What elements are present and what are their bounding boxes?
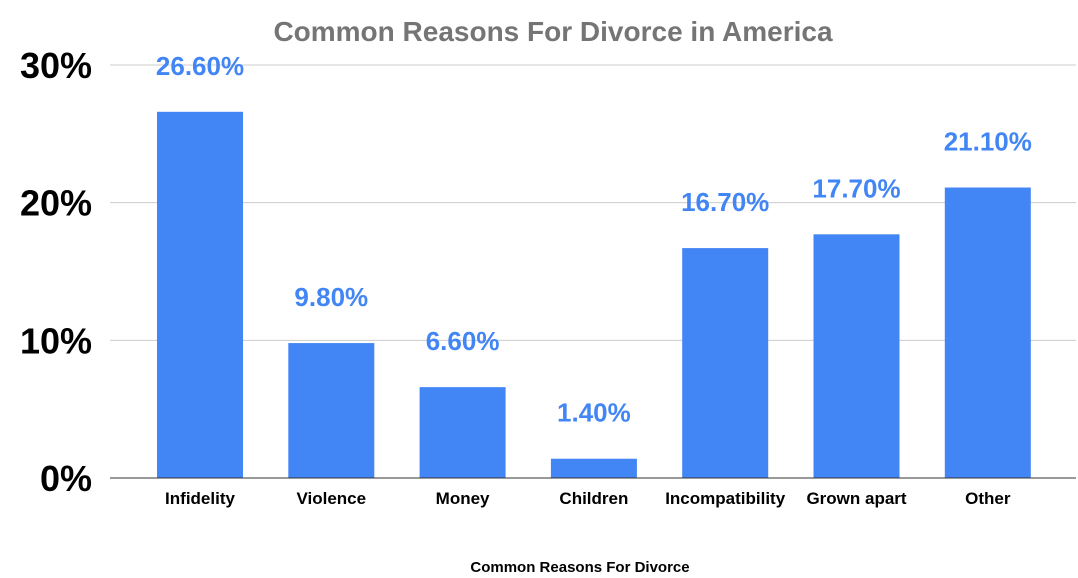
y-tick-label: 30% [20, 45, 92, 86]
bar [682, 248, 769, 478]
x-axis-tick-labels: Infidelity Violence Money Children Incompati… [165, 489, 1011, 508]
x-tick-label: Incompatibility [665, 489, 786, 508]
y-tick-label: 0% [40, 458, 92, 499]
x-tick-label: Money [436, 489, 490, 508]
y-tick-label: 10% [20, 320, 92, 361]
x-tick-label: Children [559, 489, 628, 508]
y-tick-label: 20% [20, 183, 92, 224]
x-tick-label: Infidelity [165, 489, 235, 508]
x-tick-label: Other [965, 489, 1011, 508]
bar [944, 187, 1031, 479]
x-axis-title: Common Reasons For Divorce [470, 559, 689, 576]
data-label: 21.10% [944, 127, 1032, 157]
data-label: 9.80% [294, 282, 368, 312]
data-label: 26.60% [156, 51, 244, 81]
x-tick-label: Grown apart [806, 489, 906, 508]
bars [157, 111, 1031, 479]
data-label: 16.70% [681, 187, 769, 217]
data-label: 1.40% [557, 398, 631, 428]
bar [288, 343, 375, 478]
bar [550, 458, 637, 478]
gridlines [110, 64, 1076, 341]
bar [157, 111, 243, 478]
data-label: 6.60% [426, 326, 500, 356]
data-label: 17.70% [812, 173, 900, 203]
data-labels: 26.60% 9.80% 6.60% 1.40% 16.70% 17.70% 21.10% [156, 51, 1032, 428]
chart-title: Common Reasons For Divorce in America [273, 16, 833, 47]
y-axis-tick-labels: 0% 10% 20% 30% [20, 45, 92, 499]
bar [813, 234, 900, 478]
x-tick-label: Violence [296, 489, 366, 508]
bar [419, 387, 506, 478]
